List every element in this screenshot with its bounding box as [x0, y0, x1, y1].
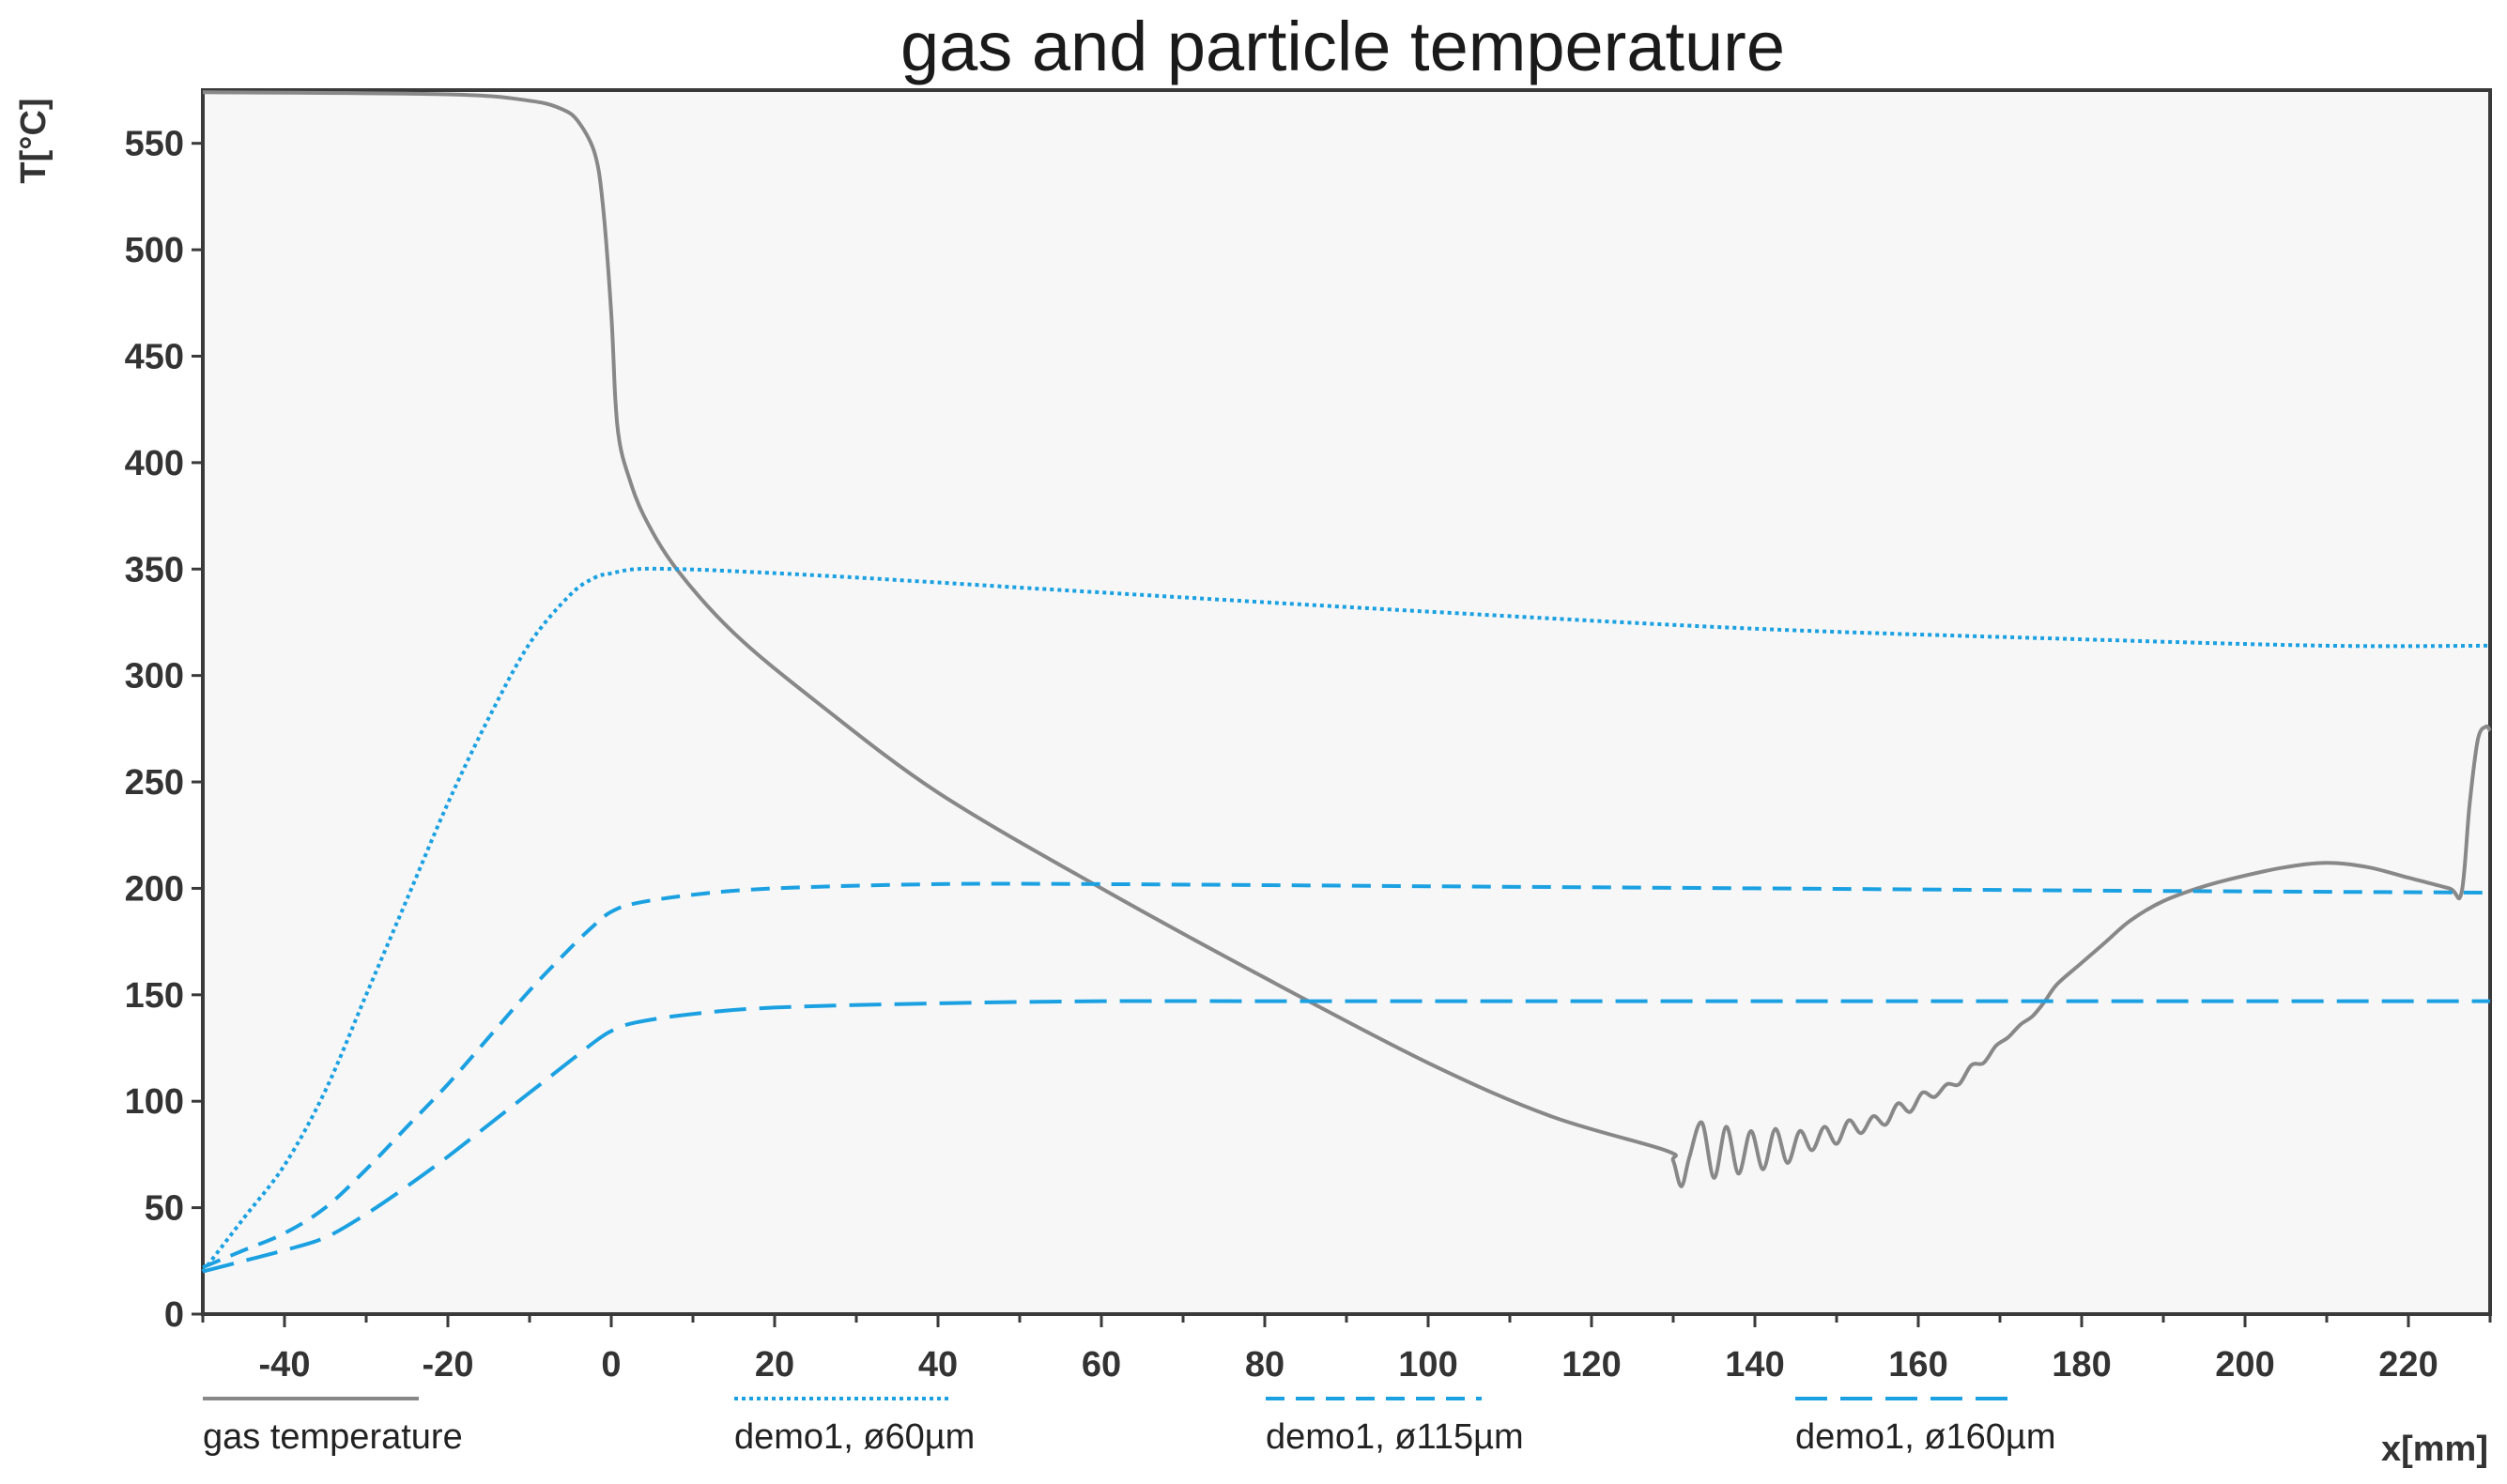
- y-tick-label: 450: [125, 337, 184, 376]
- y-axis: 0 50 100 150 200 250 300 350 400 450 500 550: [125, 125, 203, 1335]
- x-tick-label: 20: [755, 1345, 794, 1385]
- gas-temperature-line: [202, 90, 2492, 1188]
- y-tick-label: 200: [125, 869, 184, 909]
- x-tick-label: 220: [2378, 1345, 2438, 1385]
- y-tick-label: 50: [145, 1189, 184, 1229]
- y-tick-label: 350: [125, 550, 184, 589]
- legend-label: gas temperature: [203, 1417, 463, 1457]
- x-tick-label: 100: [1398, 1345, 1457, 1385]
- demo1-115um-line: [202, 881, 2491, 1269]
- x-axis-label: x[mm]: [2381, 1430, 2488, 1469]
- x-tick-label: 40: [918, 1345, 958, 1385]
- x-tick-label: 60: [1082, 1345, 1121, 1385]
- legend-label: demo1, ø160µm: [1795, 1417, 2055, 1457]
- legend-label: demo1, ø115µm: [1266, 1417, 1524, 1457]
- y-tick-label: 550: [125, 125, 184, 164]
- series-layer: [201, 90, 2492, 1274]
- demo1-160um-line: [202, 999, 2490, 1274]
- y-tick-label: 150: [125, 976, 184, 1016]
- chart-title: gas and particle temperature: [900, 8, 1785, 85]
- x-tick-label: 120: [1561, 1345, 1621, 1385]
- y-tick-label: 400: [125, 444, 184, 483]
- y-tick-label: 0: [164, 1295, 184, 1335]
- demo1-60um-line: [201, 566, 2491, 1273]
- x-tick-label: -40: [259, 1345, 311, 1385]
- y-tick-label: 100: [125, 1082, 184, 1122]
- x-tick-label: 80: [1245, 1345, 1284, 1385]
- y-tick-label: 500: [125, 231, 184, 270]
- y-tick-label: 300: [125, 657, 184, 696]
- plot-area: [201, 88, 2492, 1316]
- x-axis: -40 -20 0 20 40 60 80 100 120 140 160 180 200 220: [201, 1314, 2492, 1385]
- x-tick-label: 0: [601, 1345, 621, 1385]
- x-tick-label: 200: [2215, 1345, 2274, 1385]
- y-tick-label: 250: [125, 763, 184, 803]
- x-tick-label: 160: [1888, 1345, 1947, 1385]
- legend: gas temperature demo1, ø60µm demo1, ø115µm…: [203, 1397, 2055, 1457]
- x-tick-label: 140: [1725, 1345, 1784, 1385]
- legend-label: demo1, ø60µm: [734, 1417, 975, 1457]
- y-axis-label: T[°C]: [14, 98, 54, 183]
- x-tick-label: -20: [423, 1345, 474, 1385]
- x-tick-label: 180: [2052, 1345, 2111, 1385]
